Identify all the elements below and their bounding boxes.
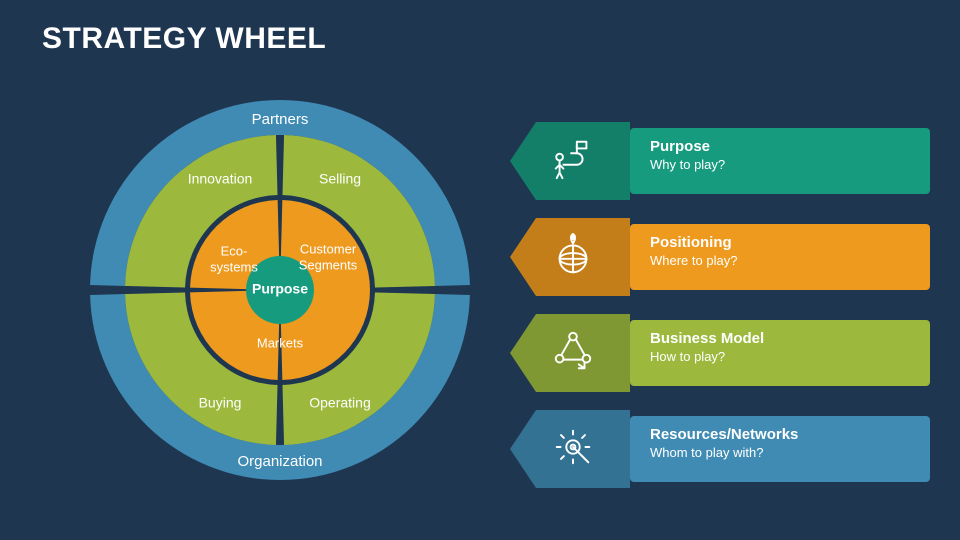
card-title: Business Model — [650, 330, 916, 347]
purpose-icon — [550, 136, 596, 182]
card-sub: Why to play? — [650, 157, 916, 172]
mid-bl-label: Buying — [199, 395, 242, 411]
card-text: Resources/Networks Whom to play with? — [650, 426, 916, 460]
card-title: Positioning — [650, 234, 916, 251]
mid-br-label: Operating — [309, 395, 370, 411]
inner-tl-l1: Eco- — [221, 243, 248, 258]
outer-bottom-label: Organization — [237, 453, 322, 470]
center-label: Purpose — [252, 281, 308, 297]
business-model-icon — [550, 328, 596, 374]
mid-tl-label: Innovation — [188, 171, 253, 187]
card-purpose: Purpose Why to play? — [510, 122, 930, 200]
card-text: Positioning Where to play? — [650, 234, 916, 268]
outer-top-label: Partners — [252, 111, 309, 128]
card-business-model: Business Model How to play? — [510, 314, 930, 392]
inner-tr-l2: Segments — [299, 257, 358, 272]
wheel-svg: Partners Organization Innovation Selling… — [80, 90, 480, 490]
card-title: Purpose — [650, 138, 916, 155]
mid-tr-label: Selling — [319, 171, 361, 187]
card-sub: How to play? — [650, 349, 916, 364]
card-sub: Where to play? — [650, 253, 916, 268]
resources-icon — [550, 424, 596, 470]
card-title: Resources/Networks — [650, 426, 916, 443]
card-resources: Resources/Networks Whom to play with? — [510, 410, 930, 488]
inner-tl-l2: systems — [210, 259, 258, 274]
positioning-icon — [550, 232, 596, 278]
card-positioning: Positioning Where to play? — [510, 218, 930, 296]
card-sub: Whom to play with? — [650, 445, 916, 460]
strategy-wheel: Partners Organization Innovation Selling… — [80, 90, 480, 490]
card-text: Business Model How to play? — [650, 330, 916, 364]
page-title: STRATEGY WHEEL — [42, 22, 326, 56]
inner-tr-l1: Customer — [300, 241, 357, 256]
card-text: Purpose Why to play? — [650, 138, 916, 172]
cards-column: Purpose Why to play? Positioning Where t… — [510, 122, 930, 506]
inner-bottom-label: Markets — [257, 335, 304, 350]
